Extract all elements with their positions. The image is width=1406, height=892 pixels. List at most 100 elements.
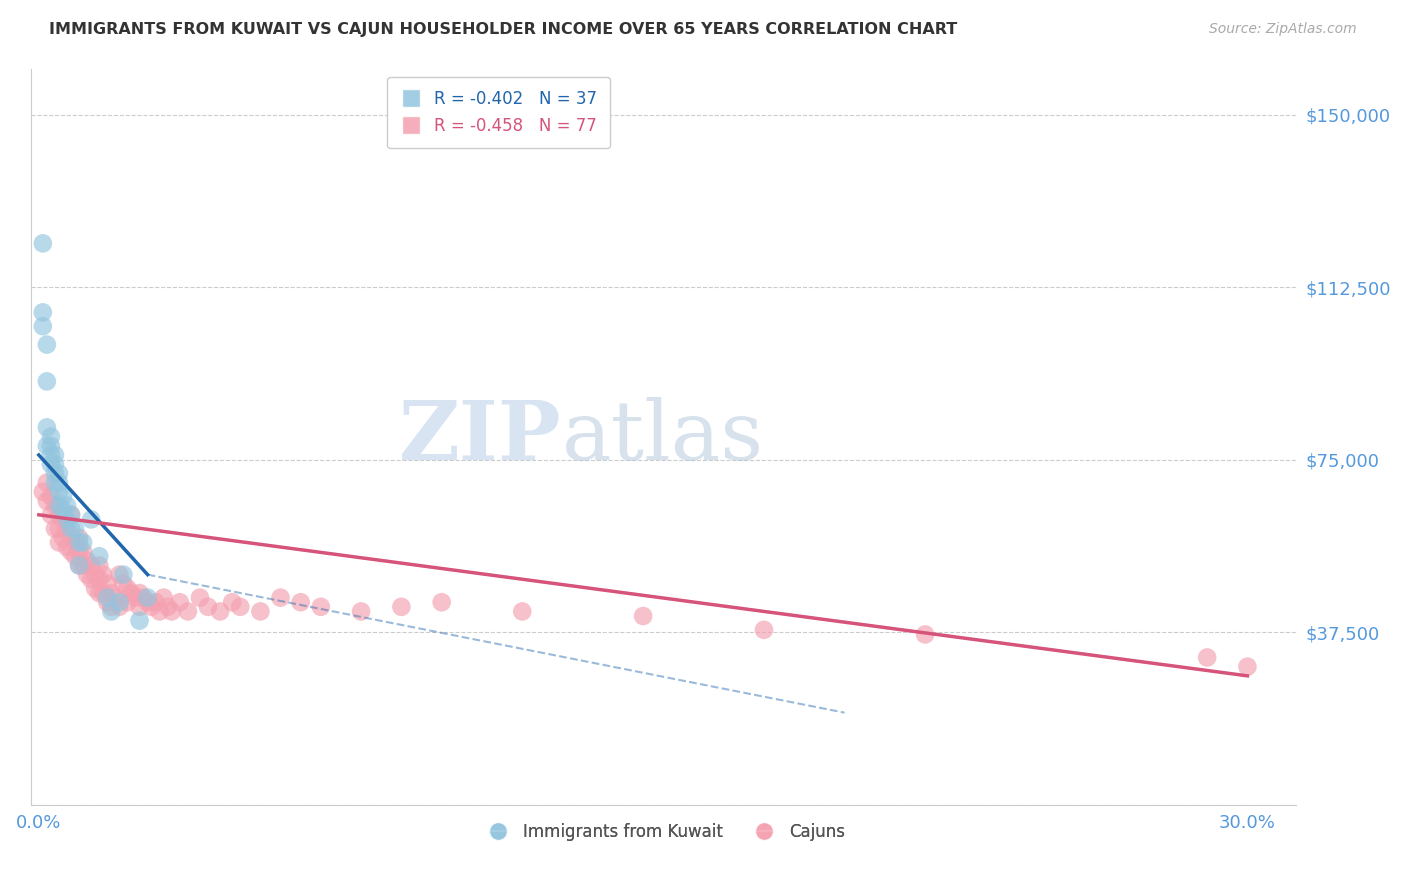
Point: [84, 582, 107, 596]
Point: [80, 558, 103, 573]
Point: [136, 591, 159, 605]
Point: [1197, 650, 1219, 665]
Point: [389, 599, 412, 614]
Text: Source: ZipAtlas.com: Source: ZipAtlas.com: [1209, 22, 1357, 37]
Point: [35, 475, 58, 490]
Point: [52, 531, 75, 545]
Point: [89, 586, 111, 600]
Point: [31, 236, 53, 251]
Point: [39, 508, 62, 522]
Point: [31, 319, 53, 334]
Point: [112, 577, 135, 591]
Point: [270, 591, 292, 605]
Point: [96, 577, 118, 591]
Point: [48, 499, 70, 513]
Point: [149, 604, 172, 618]
Point: [96, 591, 118, 605]
Point: [156, 599, 179, 614]
Point: [89, 572, 111, 586]
Point: [108, 595, 131, 609]
Point: [56, 512, 79, 526]
Point: [128, 586, 150, 600]
Point: [914, 627, 936, 641]
Point: [112, 567, 135, 582]
Point: [72, 535, 94, 549]
Point: [430, 595, 453, 609]
Point: [91, 567, 114, 582]
Point: [169, 595, 191, 609]
Point: [48, 535, 70, 549]
Point: [124, 591, 146, 605]
Point: [141, 599, 163, 614]
Text: atlas: atlas: [562, 397, 765, 476]
Point: [39, 457, 62, 471]
Point: [63, 522, 86, 536]
Point: [221, 595, 243, 609]
Point: [108, 599, 131, 614]
Point: [44, 467, 66, 481]
Point: [48, 475, 70, 490]
Point: [197, 599, 219, 614]
Point: [631, 609, 654, 624]
Point: [72, 544, 94, 558]
Point: [104, 591, 127, 605]
Point: [160, 604, 183, 618]
Point: [177, 604, 200, 618]
Point: [48, 508, 70, 522]
Point: [48, 522, 70, 536]
Point: [67, 544, 90, 558]
Point: [76, 554, 98, 568]
Point: [35, 375, 58, 389]
Point: [84, 567, 107, 582]
Point: [56, 540, 79, 554]
Point: [89, 549, 111, 564]
Point: [39, 429, 62, 443]
Point: [67, 558, 90, 573]
Point: [56, 522, 79, 536]
Point: [39, 439, 62, 453]
Point: [31, 305, 53, 319]
Point: [35, 337, 58, 351]
Text: IMMIGRANTS FROM KUWAIT VS CAJUN HOUSEHOLDER INCOME OVER 65 YEARS CORRELATION CHA: IMMIGRANTS FROM KUWAIT VS CAJUN HOUSEHOL…: [49, 22, 957, 37]
Point: [229, 599, 252, 614]
Point: [89, 558, 111, 573]
Point: [44, 522, 66, 536]
Point: [96, 595, 118, 609]
Text: ZIP: ZIP: [399, 397, 562, 476]
Point: [35, 420, 58, 434]
Point: [63, 535, 86, 549]
Point: [510, 604, 533, 618]
Point: [60, 508, 83, 522]
Point: [60, 544, 83, 558]
Point: [39, 490, 62, 504]
Point: [63, 549, 86, 564]
Point: [52, 503, 75, 517]
Point: [209, 604, 232, 618]
Point: [60, 531, 83, 545]
Point: [117, 595, 139, 609]
Point: [752, 623, 775, 637]
Point: [44, 499, 66, 513]
Point: [128, 614, 150, 628]
Point: [44, 475, 66, 490]
Point: [67, 531, 90, 545]
Point: [100, 586, 122, 600]
Point: [56, 499, 79, 513]
Point: [290, 595, 312, 609]
Point: [309, 599, 332, 614]
Point: [44, 457, 66, 471]
Point: [48, 467, 70, 481]
Point: [52, 512, 75, 526]
Point: [72, 558, 94, 573]
Point: [35, 439, 58, 453]
Point: [44, 448, 66, 462]
Point: [117, 582, 139, 596]
Point: [108, 567, 131, 582]
Point: [188, 591, 211, 605]
Point: [132, 591, 155, 605]
Point: [35, 494, 58, 508]
Point: [80, 512, 103, 526]
Point: [52, 490, 75, 504]
Point: [145, 595, 167, 609]
Point: [91, 586, 114, 600]
